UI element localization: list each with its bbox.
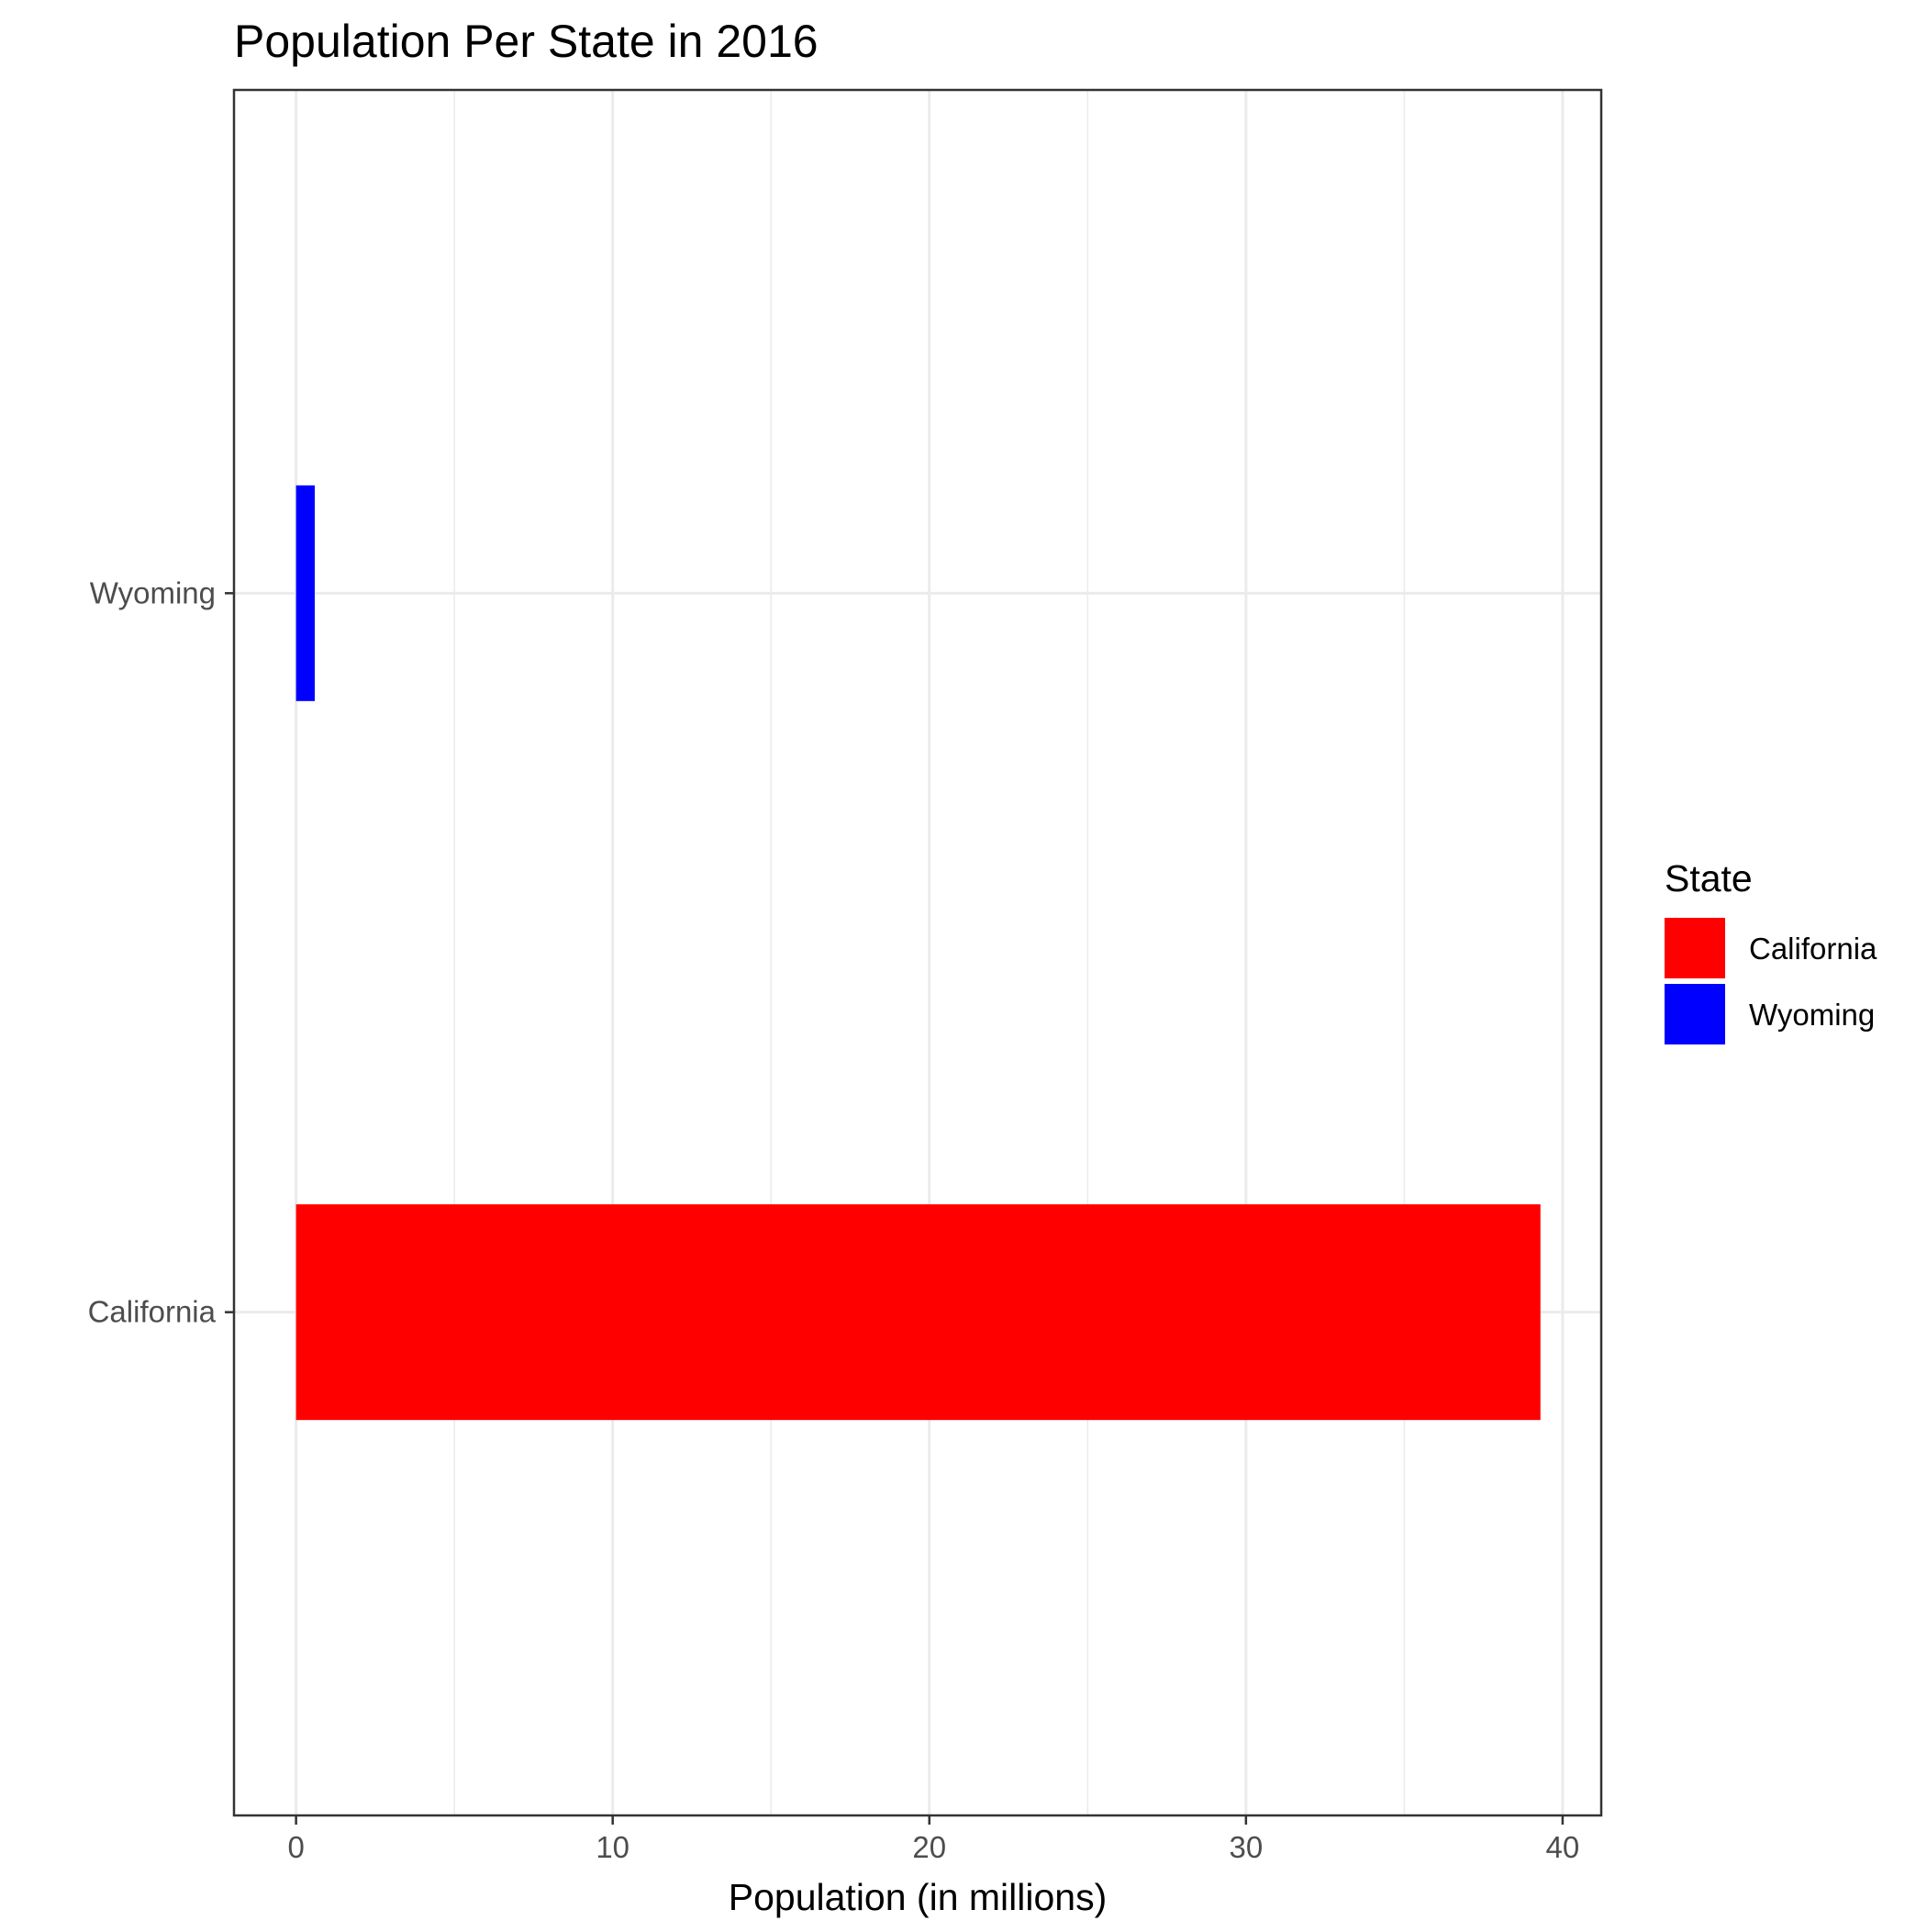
plot-panel-border: [232, 88, 1603, 1817]
legend-label-california: California: [1749, 932, 1877, 966]
chart-title: Population Per State in 2016: [234, 16, 819, 67]
legend-title: State: [1665, 857, 1753, 899]
x-tick-label: 40: [1546, 1830, 1580, 1864]
legend-key-california: [1665, 918, 1725, 978]
bar-wyoming: [295, 485, 315, 701]
legend-key-wyoming: [1665, 984, 1725, 1044]
x-tick-label: 10: [596, 1830, 629, 1864]
x-tick-label: 20: [912, 1830, 946, 1864]
x-tick-label: 0: [287, 1830, 304, 1864]
bar-california: [295, 1204, 1541, 1421]
bar-layer: [295, 485, 1541, 1421]
y-tick-label-wyoming: Wyoming: [90, 575, 216, 609]
x-axis-label: Population (in millions): [729, 1876, 1107, 1918]
legend-label-wyoming: Wyoming: [1749, 998, 1875, 1032]
axis-layer: 0 10 20 30 40 California Wyoming: [88, 575, 1580, 1864]
legend: State California Wyoming: [1665, 857, 1877, 1044]
x-tick-label: 30: [1229, 1830, 1263, 1864]
y-tick-label-california: California: [88, 1295, 217, 1329]
